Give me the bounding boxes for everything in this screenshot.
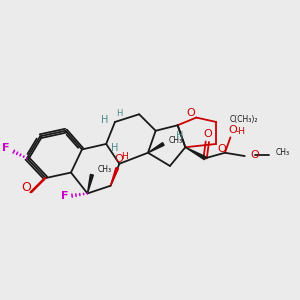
Text: H: H (116, 109, 122, 118)
Text: CH₃: CH₃ (98, 165, 112, 174)
Text: O: O (217, 145, 226, 154)
Text: F: F (61, 190, 68, 201)
Text: H: H (176, 131, 184, 141)
Text: -H: -H (235, 128, 245, 136)
Text: H: H (122, 152, 128, 160)
Text: O: O (228, 125, 237, 135)
Text: O: O (250, 150, 259, 160)
Text: C(CH₃)₂: C(CH₃)₂ (229, 115, 258, 124)
Text: O: O (21, 182, 31, 194)
Text: CH₃: CH₃ (275, 148, 290, 157)
Polygon shape (111, 168, 119, 186)
Polygon shape (88, 174, 93, 194)
Polygon shape (148, 142, 164, 153)
Text: F: F (2, 143, 10, 153)
Text: O: O (114, 154, 123, 164)
Text: H: H (111, 143, 119, 153)
Text: O: O (187, 108, 195, 118)
Text: H: H (101, 115, 109, 125)
Text: CH₃: CH₃ (169, 136, 183, 145)
Polygon shape (185, 147, 206, 160)
Text: O: O (203, 129, 212, 139)
